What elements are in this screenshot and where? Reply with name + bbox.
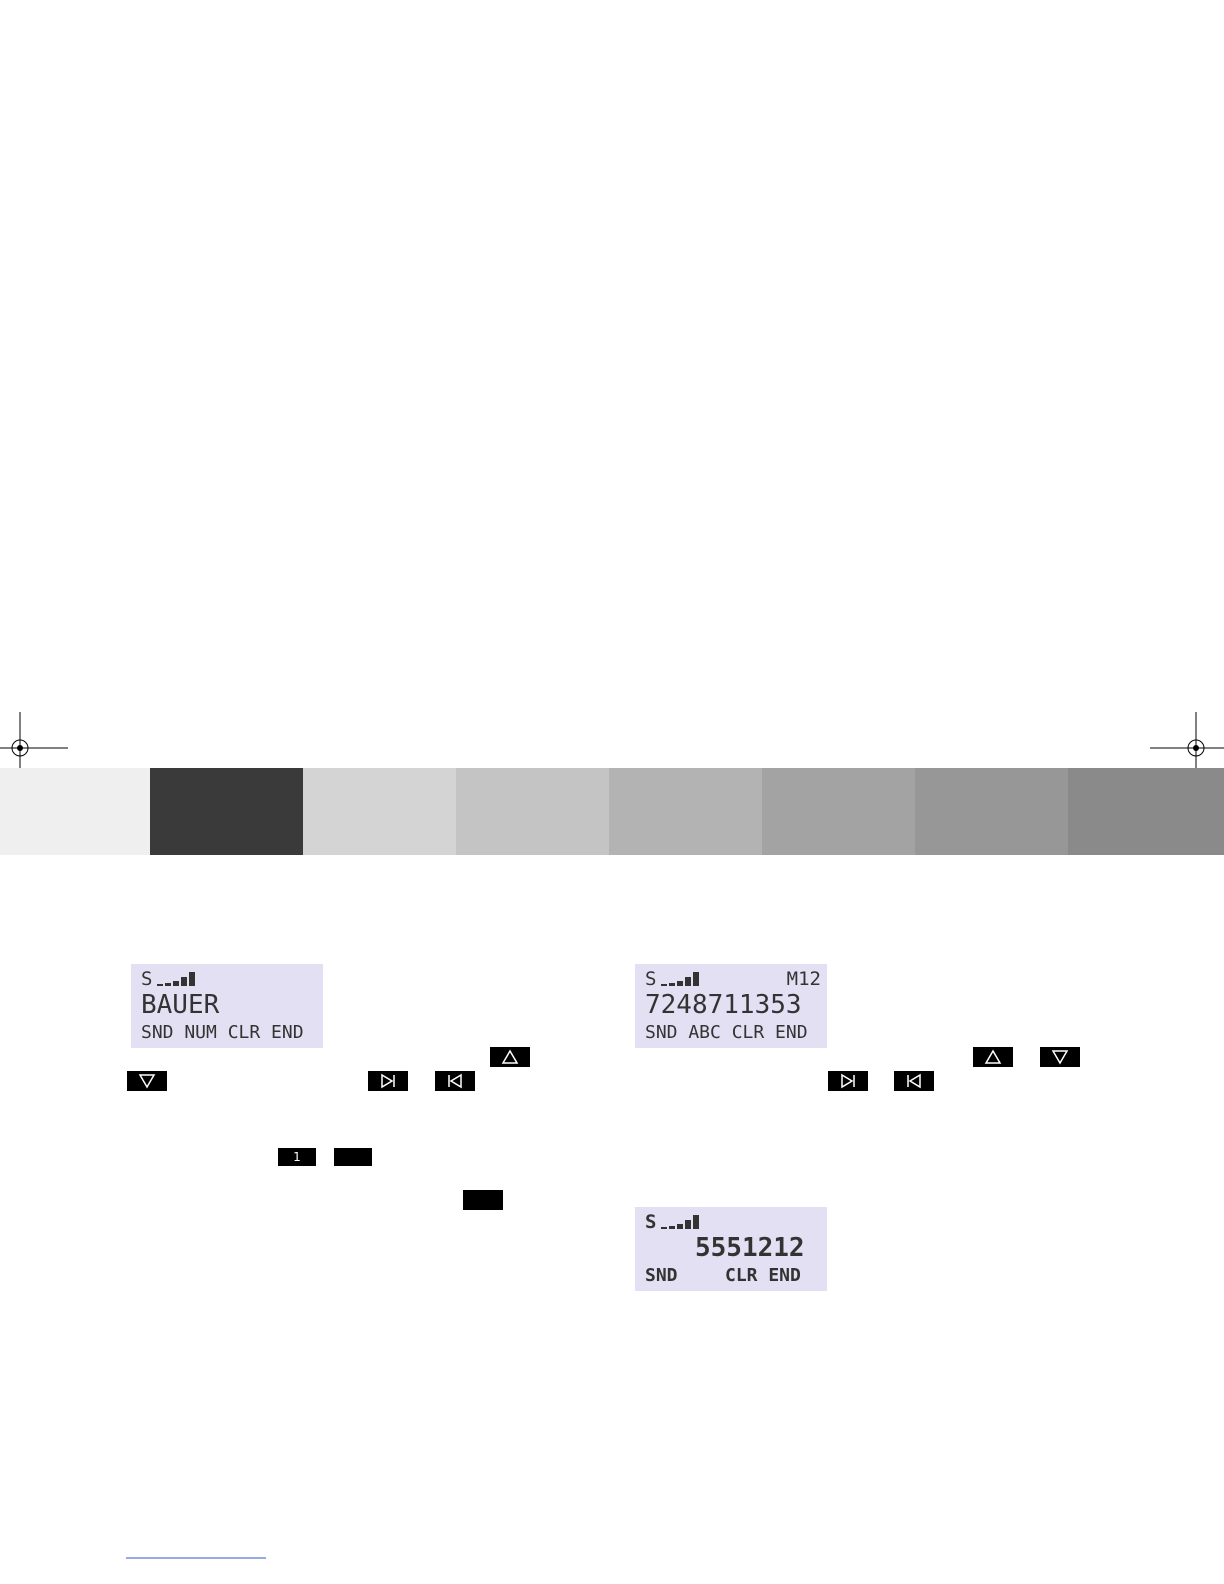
arrow-key [127, 1071, 167, 1091]
arrow-key [368, 1071, 408, 1091]
display-text: BAUER [141, 990, 220, 1020]
display-text: 7248711353 [645, 990, 802, 1020]
status: S [141, 968, 153, 990]
softkeys: SND [645, 1265, 678, 1286]
arrow-key [828, 1071, 868, 1091]
memory-indicator: M12 [786, 968, 821, 990]
key [463, 1190, 503, 1210]
key: 1 [278, 1148, 316, 1166]
softkeys: CLR END [725, 1265, 801, 1286]
key [334, 1148, 372, 1166]
display: S M12 7248711353 SND ABC CLR END [635, 964, 827, 1048]
arrow-key [490, 1047, 530, 1067]
arrow-key [435, 1071, 475, 1091]
signal-icon [157, 972, 195, 986]
softkeys: SND ABC CLR END [645, 1022, 808, 1043]
softkeys: SND NUM CLR END [141, 1022, 304, 1043]
signal-icon [661, 1215, 699, 1229]
arrow-key [894, 1071, 934, 1091]
status: S [645, 1211, 657, 1233]
arrow-key [1040, 1047, 1080, 1067]
status: S [645, 968, 657, 990]
display: S BAUER SND NUM CLR END [131, 964, 323, 1048]
signal-icon [661, 972, 699, 986]
display: S 5551212 SND CLR END [635, 1207, 827, 1291]
arrow-key [973, 1047, 1013, 1067]
display-text: 5551212 [695, 1233, 805, 1263]
